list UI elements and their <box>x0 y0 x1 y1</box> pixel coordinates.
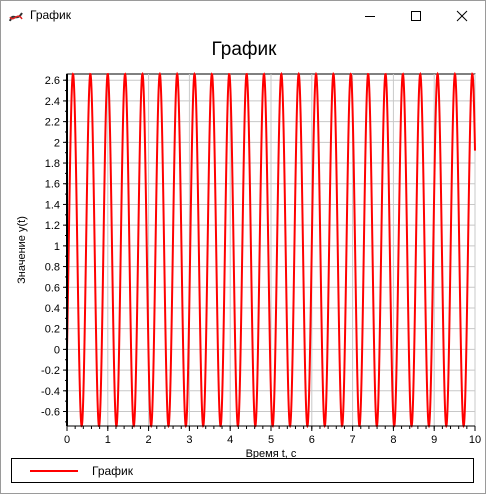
y-tick-label: 0.6 <box>45 282 60 294</box>
x-tick-label: 9 <box>431 434 437 446</box>
y-tick-label: -0.4 <box>41 386 60 398</box>
y-tick-label: 2.6 <box>45 75 60 87</box>
y-tick-label: -0.6 <box>41 407 60 419</box>
y-tick-label: 1 <box>54 241 60 253</box>
y-tick-label: 1.6 <box>45 179 60 191</box>
x-axis-label: Время t, с <box>246 448 297 460</box>
title-bar[interactable]: График <box>1 1 485 31</box>
x-tick-label: 4 <box>227 434 233 446</box>
x-tick-label: 7 <box>350 434 356 446</box>
y-tick-label: 2.2 <box>45 117 60 129</box>
y-tick-label: 2.4 <box>45 96 60 108</box>
x-tick-label: 6 <box>309 434 315 446</box>
y-tick-label: 0.4 <box>45 303 60 315</box>
chart-title: График <box>211 39 277 60</box>
minimize-button[interactable] <box>347 1 393 31</box>
y-tick-label: 1.4 <box>45 199 60 211</box>
x-tick-label: 10 <box>469 434 481 446</box>
y-tick-label: 0 <box>54 344 60 356</box>
x-tick-label: 8 <box>390 434 396 446</box>
chart-legend: График <box>11 458 474 483</box>
y-axis-label: Значение y(t) <box>16 216 28 284</box>
legend-label: График <box>92 464 133 478</box>
maximize-button[interactable] <box>393 1 439 31</box>
y-tick-label: 1.8 <box>45 158 60 170</box>
close-button[interactable] <box>439 1 485 31</box>
y-tick-label: 0.2 <box>45 324 60 336</box>
maximize-icon <box>411 11 421 21</box>
legend-swatch <box>30 470 78 472</box>
y-tick-label: 0.8 <box>45 262 60 274</box>
y-tick-label: 1.2 <box>45 220 60 232</box>
x-tick-label: 3 <box>186 434 192 446</box>
series-line <box>66 71 476 429</box>
close-icon <box>456 10 468 22</box>
window-title: График <box>30 8 71 22</box>
x-tick-label: 5 <box>268 434 274 446</box>
x-tick-label: 0 <box>64 434 70 446</box>
minimize-icon <box>365 16 375 17</box>
x-tick-label: 1 <box>105 434 111 446</box>
y-tick-label: 2 <box>54 137 60 149</box>
y-tick-label: -0.2 <box>41 365 60 377</box>
chart-app-icon <box>9 12 23 22</box>
x-tick-label: 2 <box>146 434 152 446</box>
